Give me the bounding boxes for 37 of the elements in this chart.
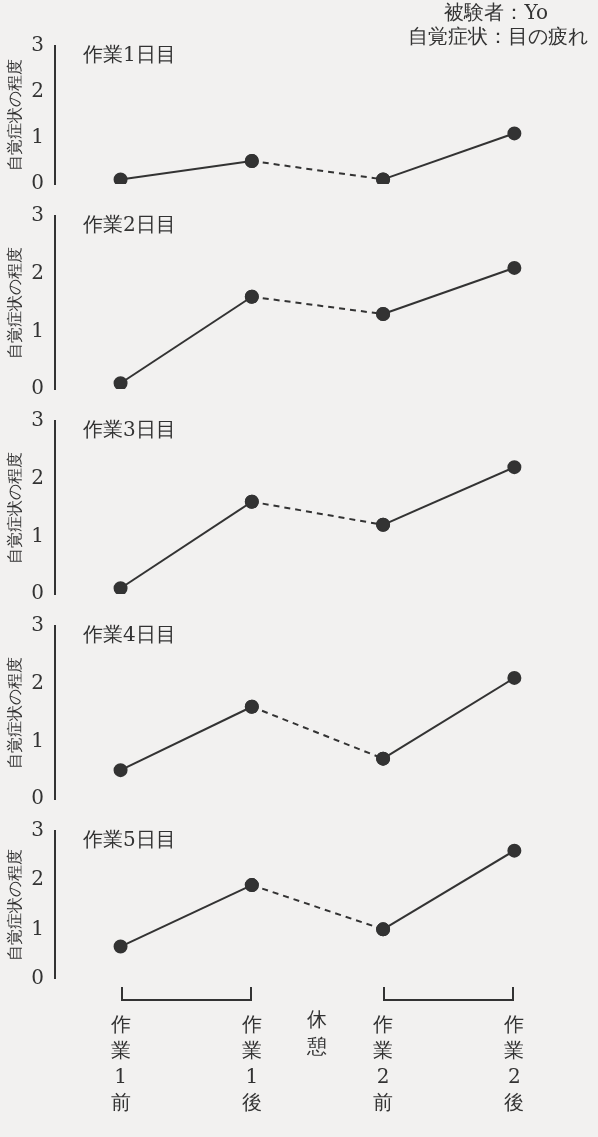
chart-title: 作業2日目 bbox=[81, 212, 176, 237]
y-tick-label: 3 bbox=[31, 32, 44, 57]
annotation: 自覚症状：目の疲れ bbox=[408, 24, 588, 49]
chart-title: 作業5日目 bbox=[81, 827, 176, 852]
y-axis-title: 自覚症状の程度 bbox=[4, 656, 24, 769]
y-tick-label: 3 bbox=[31, 202, 44, 227]
y-tick-label: 1 bbox=[31, 522, 44, 547]
chart-title: 作業4日目 bbox=[81, 622, 176, 647]
y-axis-title: 自覚症状の程度 bbox=[4, 848, 24, 961]
text: 被験者：Yo bbox=[444, 0, 548, 25]
y-tick-label: 2 bbox=[31, 866, 44, 891]
y-tick-label: 0 bbox=[31, 785, 44, 810]
y-tick-label: 0 bbox=[31, 964, 44, 989]
y-tick-label: 3 bbox=[31, 817, 44, 842]
y-axis-title: 自覚症状の程度 bbox=[4, 246, 24, 359]
x-tick-label: 作業1前 bbox=[109, 1011, 131, 1114]
text: 休憩 bbox=[306, 1006, 328, 1058]
x-tick-label: 作業2後 bbox=[503, 1011, 525, 1114]
y-tick-label: 3 bbox=[31, 612, 44, 637]
y-tick-label: 1 bbox=[31, 317, 44, 342]
x-tick-label: 作業2前 bbox=[372, 1011, 394, 1114]
y-tick-label: 1 bbox=[31, 727, 44, 752]
y-tick-label: 3 bbox=[31, 407, 44, 432]
y-tick-label: 2 bbox=[31, 464, 44, 489]
y-tick-label: 1 bbox=[31, 124, 44, 149]
y-tick-label: 1 bbox=[31, 915, 44, 940]
x-tick-label: 作業1後 bbox=[240, 1011, 262, 1114]
y-tick-label: 0 bbox=[31, 170, 44, 195]
chart-title: 作業3日目 bbox=[81, 417, 176, 442]
y-tick-label: 0 bbox=[31, 375, 44, 400]
y-tick-label: 0 bbox=[31, 580, 44, 605]
y-tick-label: 2 bbox=[31, 78, 44, 103]
y-tick-label: 2 bbox=[31, 259, 44, 284]
chart-title: 作業1日目 bbox=[81, 42, 176, 67]
y-tick-label: 2 bbox=[31, 669, 44, 694]
y-axis-title: 自覚症状の程度 bbox=[4, 451, 24, 564]
y-axis-title: 自覚症状の程度 bbox=[4, 59, 24, 171]
